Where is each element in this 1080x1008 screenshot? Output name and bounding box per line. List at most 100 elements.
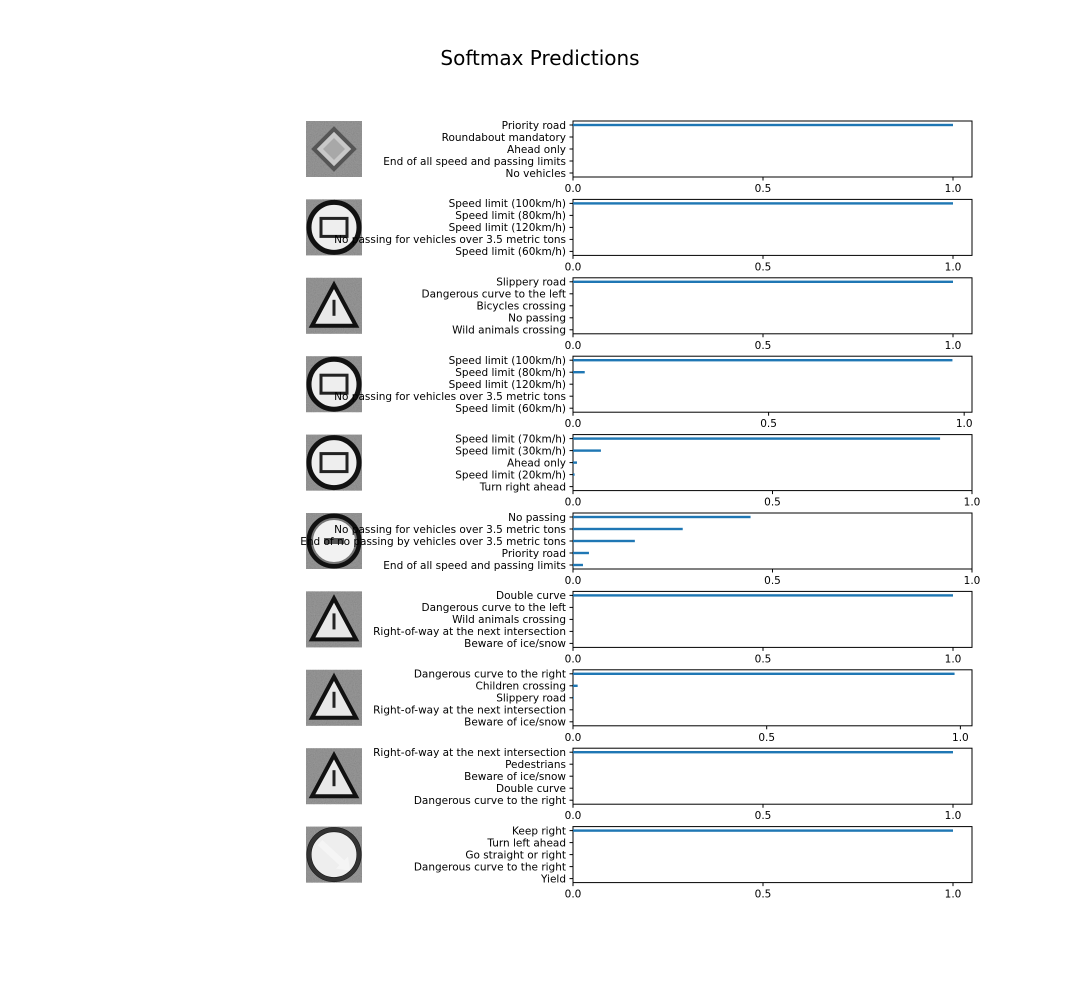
speed-limit-70-sign-thumbnail (306, 434, 362, 491)
x-tick-label: 1.0 (945, 340, 962, 352)
category-label: Speed limit (80km/h) (455, 210, 566, 222)
slippery-road-sign-thumbnail (306, 277, 362, 334)
speed-limit-100-sign-thumbnail (306, 199, 362, 256)
keep-right-sign-thumbnail (306, 826, 362, 883)
category-label: Double curve (496, 590, 566, 602)
category-label: No passing (508, 512, 566, 524)
category-label: Turn right ahead (479, 481, 566, 493)
category-label: Right-of-way at the next intersection (373, 747, 566, 759)
category-label: End of no passing by vehicles over 3.5 m… (300, 536, 566, 548)
category-label: Speed limit (20km/h) (455, 469, 566, 481)
probability-bar (573, 563, 583, 567)
category-label: Speed limit (60km/h) (455, 246, 566, 258)
prediction-panel: Right-of-way at the next intersectionPed… (306, 747, 973, 822)
category-label: Turn left ahead (486, 837, 566, 849)
x-tick-label: 0.0 (565, 340, 582, 352)
category-label: Slippery road (496, 693, 566, 705)
x-tick-label: 0.0 (565, 418, 582, 430)
figure-title: Softmax Predictions (440, 46, 639, 70)
probability-bar (573, 202, 953, 205)
probability-bar (573, 437, 941, 440)
x-tick-label: 1.0 (952, 732, 969, 744)
x-tick-label: 0.0 (565, 732, 582, 744)
category-label: Dangerous curve to the right (414, 795, 566, 807)
category-label: Double curve (496, 783, 566, 795)
category-label: Right-of-way at the next intersection (373, 626, 566, 638)
speed-limit-sign-thumbnail (306, 356, 362, 413)
dangerous-curve-right-sign-thumbnail (306, 669, 362, 726)
category-label: End of all speed and passing limits (383, 156, 566, 168)
probability-bar (573, 359, 953, 362)
category-label: Speed limit (60km/h) (455, 403, 566, 415)
probability-bar (573, 280, 953, 283)
probability-bar (573, 684, 578, 687)
category-label: No passing for vehicles over 3.5 metric … (334, 391, 566, 403)
axes-frame (572, 198, 973, 256)
x-tick-label: 0.0 (565, 183, 582, 195)
category-label: Speed limit (120km/h) (449, 222, 566, 234)
category-label: End of all speed and passing limits (383, 560, 566, 572)
probability-bar (573, 527, 683, 531)
category-label: Priority road (502, 548, 566, 560)
category-label: Ahead only (507, 144, 566, 156)
category-label: Roundabout mandatory (442, 132, 566, 144)
probability-bar (573, 123, 953, 127)
axes-frame (572, 120, 973, 178)
x-tick-label: 0.5 (755, 810, 772, 822)
category-label: Speed limit (80km/h) (455, 367, 566, 379)
axes-frame (572, 434, 973, 492)
x-tick-label: 0.5 (764, 575, 781, 587)
probability-bar (573, 672, 955, 675)
prediction-panel: Speed limit (70km/h)Speed limit (30km/h)… (306, 433, 981, 509)
prediction-panel: Speed limit (100km/h)Speed limit (80km/h… (306, 198, 973, 273)
category-label: Right-of-way at the next intersection (373, 705, 566, 717)
x-tick-label: 0.0 (565, 575, 582, 587)
category-label: Keep right (512, 825, 566, 837)
x-tick-label: 0.5 (755, 183, 772, 195)
x-tick-label: 1.0 (945, 810, 962, 822)
x-tick-label: 0.5 (755, 261, 772, 273)
probability-bar (573, 751, 953, 754)
category-label: Bicycles crossing (476, 301, 566, 313)
category-label: Speed limit (100km/h) (449, 355, 566, 367)
axes-frame (572, 747, 973, 805)
x-tick-label: 1.0 (964, 497, 981, 509)
x-tick-label: 1.0 (945, 889, 962, 901)
probability-bar (573, 594, 953, 597)
x-tick-label: 1.0 (945, 653, 962, 665)
category-label: No passing (508, 313, 566, 325)
axes-frame (572, 277, 973, 335)
category-label: Speed limit (120km/h) (449, 379, 566, 391)
probability-bar (573, 829, 953, 832)
category-label: No vehicles (506, 168, 566, 180)
category-label: Dangerous curve to the left (422, 602, 566, 614)
category-label: Go straight or right (465, 849, 566, 861)
category-label: Dangerous curve to the right (414, 861, 566, 873)
category-label: Pedestrians (505, 759, 566, 771)
category-label: Dangerous curve to the left (422, 289, 566, 301)
category-label: Dangerous curve to the right (414, 669, 566, 681)
x-tick-label: 0.5 (755, 653, 772, 665)
probability-bar (573, 473, 575, 476)
category-label: Priority road (502, 120, 566, 132)
probability-bar (573, 539, 635, 543)
category-label: No passing for vehicles over 3.5 metric … (334, 234, 566, 246)
x-tick-label: 0.5 (755, 889, 772, 901)
x-tick-label: 0.5 (760, 418, 777, 430)
x-tick-label: 0.0 (565, 261, 582, 273)
x-tick-label: 0.5 (758, 732, 775, 744)
probability-bar (573, 449, 601, 452)
x-tick-label: 1.0 (964, 575, 981, 587)
category-label: Yield (540, 873, 566, 885)
probability-bar (573, 551, 589, 555)
category-label: Beware of ice/snow (464, 771, 566, 783)
probability-bar (573, 371, 585, 374)
category-label: Wild animals crossing (452, 325, 566, 337)
x-tick-label: 1.0 (956, 418, 973, 430)
